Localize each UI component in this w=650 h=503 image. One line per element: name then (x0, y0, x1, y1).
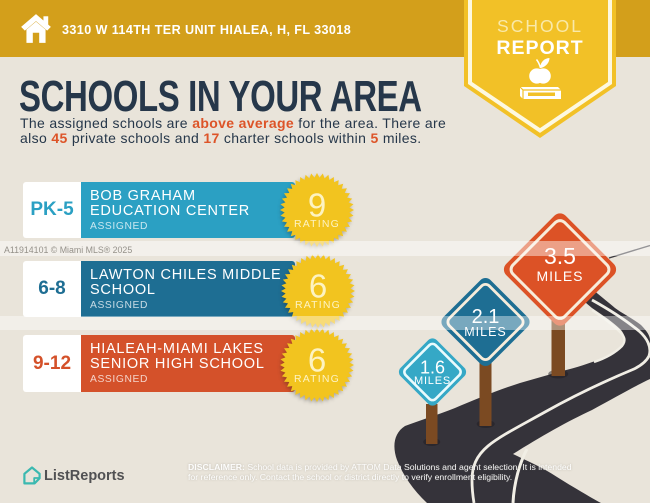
svg-text:6: 6 (309, 268, 327, 305)
svg-text:MILES: MILES (536, 268, 583, 284)
svg-text:RATING: RATING (294, 218, 340, 230)
svg-text:MILES: MILES (464, 325, 507, 339)
svg-text:1.6: 1.6 (420, 358, 445, 378)
svg-text:RATING: RATING (294, 373, 340, 385)
svg-text:SCHOOL: SCHOOL (497, 16, 583, 36)
svg-text:3.5: 3.5 (544, 243, 576, 269)
svg-text:6: 6 (308, 342, 326, 379)
svg-text:9: 9 (308, 187, 326, 224)
svg-text:RATING: RATING (295, 299, 341, 311)
svg-text:REPORT: REPORT (496, 37, 583, 59)
svg-text:2.1: 2.1 (472, 306, 500, 328)
svg-text:MILES: MILES (414, 375, 451, 387)
